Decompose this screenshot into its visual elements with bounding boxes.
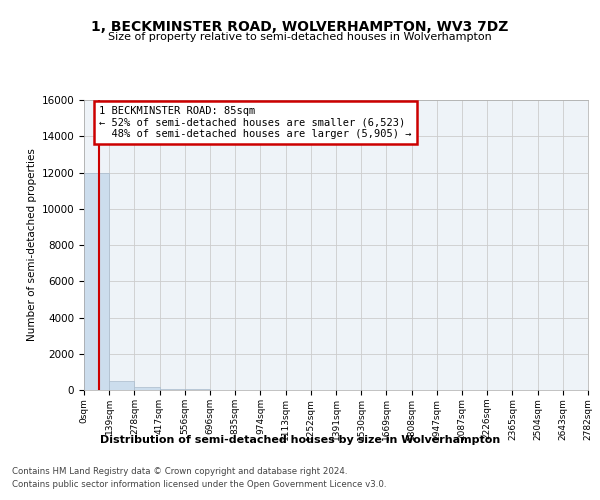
Text: Distribution of semi-detached houses by size in Wolverhampton: Distribution of semi-detached houses by … <box>100 435 500 445</box>
Bar <box>109 381 134 390</box>
Text: 1 BECKMINSTER ROAD: 85sqm
← 52% of semi-detached houses are smaller (6,523)
  48: 1 BECKMINSTER ROAD: 85sqm ← 52% of semi-… <box>99 106 412 139</box>
Bar <box>185 389 210 390</box>
Bar <box>84 172 109 390</box>
Text: 1, BECKMINSTER ROAD, WOLVERHAMPTON, WV3 7DZ: 1, BECKMINSTER ROAD, WOLVERHAMPTON, WV3 … <box>91 20 509 34</box>
Text: Size of property relative to semi-detached houses in Wolverhampton: Size of property relative to semi-detach… <box>108 32 492 42</box>
Bar <box>160 388 185 390</box>
Bar <box>134 386 160 390</box>
Text: Contains HM Land Registry data © Crown copyright and database right 2024.: Contains HM Land Registry data © Crown c… <box>12 468 347 476</box>
Y-axis label: Number of semi-detached properties: Number of semi-detached properties <box>28 148 37 342</box>
Text: Contains public sector information licensed under the Open Government Licence v3: Contains public sector information licen… <box>12 480 386 489</box>
